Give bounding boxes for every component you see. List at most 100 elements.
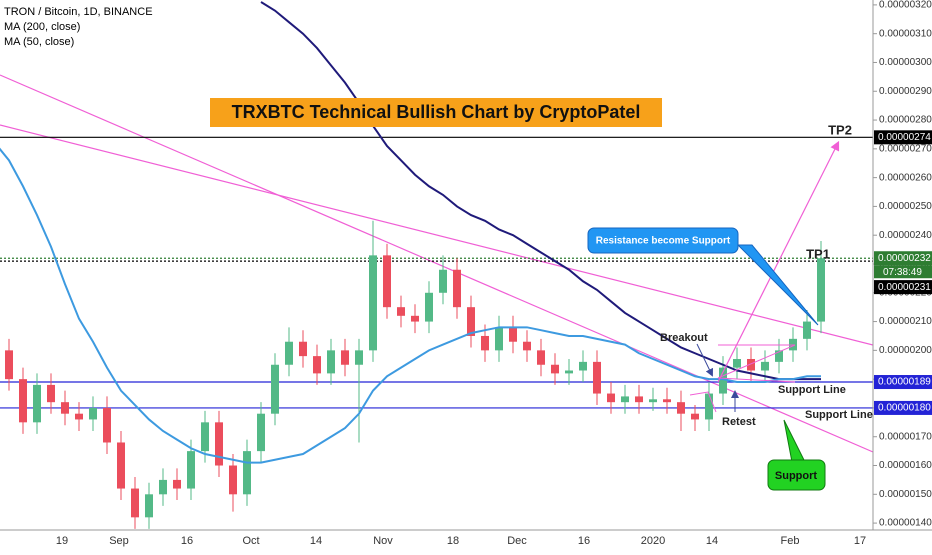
callout: [767, 459, 826, 491]
x-tick-label: Oct: [242, 535, 259, 547]
moving-average: [260, 1, 821, 381]
candle-body: [705, 393, 713, 420]
x-tick-label: 16: [181, 535, 193, 547]
x-tick-label: 14: [706, 535, 718, 547]
candle-body: [607, 393, 615, 403]
y-tick-label: 0.00000270: [879, 143, 932, 154]
candle-body: [173, 479, 181, 489]
candle-body: [341, 350, 349, 365]
candle-body: [817, 258, 825, 322]
candle-body: [593, 361, 601, 394]
header: TRON / Bitcoin, 1D, BINANCE MA (200, clo…: [4, 6, 153, 48]
y-tick-label: 0.00000140: [879, 518, 932, 529]
x-tick-label: 17: [854, 535, 866, 547]
price-label: 0.00000274: [878, 132, 931, 143]
price-label: 0.00000189: [878, 377, 931, 388]
title-box: [210, 98, 662, 127]
trend-line: [0, 124, 873, 346]
candle-body: [411, 315, 419, 322]
x-tick-label: 18: [447, 535, 459, 547]
candle-body: [719, 367, 727, 394]
support-line-label: Support Line: [778, 384, 846, 396]
candle-body: [621, 396, 629, 403]
price-label-box: [874, 251, 932, 266]
x-tick-label: 2020: [641, 535, 665, 547]
candle-body: [481, 335, 489, 351]
candle-body: [271, 364, 279, 414]
candle-body: [145, 494, 153, 518]
candle-body: [117, 442, 125, 489]
candle-body: [201, 422, 209, 452]
candle-body: [299, 341, 307, 357]
price-label-box: [874, 400, 932, 415]
chart-title: TRXBTC Technical Bullish Chart by Crypto…: [232, 102, 641, 122]
candle-body: [103, 407, 111, 443]
candle-body: [775, 350, 783, 362]
candle-body: [495, 327, 503, 351]
candle-body: [33, 384, 41, 423]
candle-body: [89, 407, 97, 420]
candle-body: [131, 488, 139, 518]
candle-body: [803, 321, 811, 339]
y-tick-label: 0.00000150: [879, 489, 932, 500]
indicator: MA (200, close): [4, 21, 80, 33]
candle-body: [187, 451, 195, 489]
pattern: [689, 391, 717, 413]
candle-body: [313, 356, 321, 374]
candle-body: [467, 307, 475, 336]
candle-body: [243, 451, 251, 495]
y-tick-label: 0.00000210: [879, 316, 932, 327]
price-label-box: [874, 375, 932, 390]
candle-body: [369, 255, 377, 351]
countdown: 07:38:49: [883, 267, 922, 278]
candle-body: [355, 350, 363, 365]
y-tick-label: 0.00000320: [879, 0, 932, 11]
callout-text: Resistance become Support: [596, 236, 731, 247]
y-tick-label: 0.00000160: [879, 460, 932, 471]
candle-body: [47, 384, 55, 403]
candle-body: [159, 479, 167, 495]
candle-body: [579, 361, 587, 371]
candle-body: [635, 396, 643, 403]
candle-body: [761, 361, 769, 371]
x-tick-label: Dec: [507, 535, 527, 547]
candle-body: [747, 358, 755, 371]
candle-body: [677, 402, 685, 414]
candle-body: [565, 370, 573, 374]
price-label-box: [874, 280, 932, 295]
candle-body: [523, 341, 531, 351]
y-tick-label: 0.00000290: [879, 86, 932, 97]
candle-body: [5, 350, 13, 380]
candle-body: [691, 413, 699, 420]
tp1-label: TP1: [806, 246, 830, 261]
candle-body: [383, 255, 391, 308]
pattern: [717, 344, 796, 383]
candle-body: [439, 269, 447, 293]
arrow: [696, 343, 713, 377]
candle-body: [425, 292, 433, 322]
y-tick-label: 0.00000170: [879, 431, 932, 442]
candle-body: [19, 379, 27, 423]
callout-pointer: [736, 244, 819, 326]
callout-text: Support: [775, 470, 817, 482]
y-tick-label: 0.00000280: [879, 115, 932, 126]
support-line-label: Support Line: [805, 409, 873, 421]
x-tick-label: 16: [578, 535, 590, 547]
indicator: MA (50, close): [4, 36, 74, 48]
candle-body: [453, 269, 461, 308]
candle-body: [75, 413, 83, 420]
y-tick-label: 0.00000240: [879, 230, 932, 241]
x-tick-label: 14: [310, 535, 322, 547]
y-tick-label: 0.00000260: [879, 172, 932, 183]
x-tick-label: 19: [56, 535, 68, 547]
y-tick-label: 0.00000300: [879, 57, 932, 68]
callout: [587, 227, 739, 254]
candle-body: [509, 327, 517, 342]
x-tick-label: Feb: [781, 535, 800, 547]
retest-label: Retest: [722, 416, 756, 428]
y-tick-label: 0.00000310: [879, 28, 932, 39]
candle-body: [215, 422, 223, 466]
symbol: TRON / Bitcoin, 1D, BINANCE: [4, 6, 153, 18]
candle-body: [397, 307, 405, 316]
candle-body: [229, 465, 237, 495]
